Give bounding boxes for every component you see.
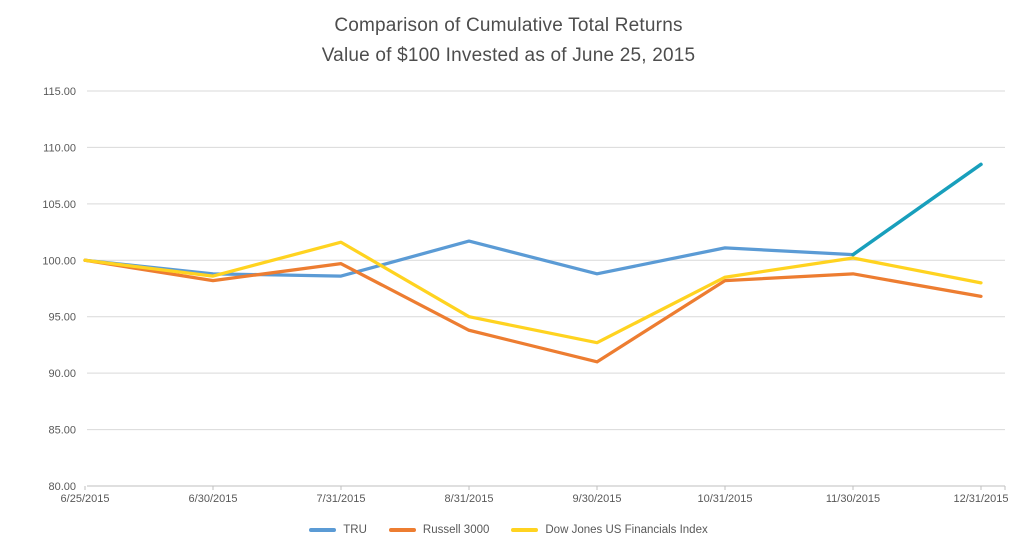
- legend-item-russell-3000: Russell 3000: [388, 524, 490, 536]
- russell-3000-line-swatch-icon: [388, 528, 416, 532]
- x-tick-label: 8/31/2015: [445, 493, 494, 505]
- y-tick-label: 80.00: [48, 481, 76, 493]
- series-line-final-segment: [851, 162, 983, 257]
- series-line-dow-jones-us-financials-index: [83, 240, 983, 345]
- y-tick-label: 110.00: [43, 142, 76, 154]
- x-tick-label: 6/30/2015: [189, 493, 238, 505]
- chart-subtitle: Value of $100 Invested as of June 25, 20…: [321, 45, 696, 66]
- x-tick-label: 7/31/2015: [317, 493, 366, 505]
- legend-label-russell-3000: Russell 3000: [422, 524, 490, 536]
- series-line-tru: [83, 239, 855, 278]
- y-tick-label: 90.00: [48, 368, 76, 380]
- series-line-russell-3000: [83, 258, 983, 364]
- x-tick-label: 9/30/2015: [573, 493, 622, 505]
- tru-line-swatch-icon: [309, 528, 337, 532]
- chart-legend: TRU Russell 3000 Dow Jones US Financials…: [0, 524, 1017, 536]
- x-tick-label: 10/31/2015: [697, 493, 752, 505]
- legend-label-dow-jones: Dow Jones US Financials Index: [545, 524, 708, 536]
- x-tick-label: 11/30/2015: [826, 493, 880, 505]
- y-tick-label: 105.00: [42, 199, 76, 211]
- y-tick-label: 95.00: [48, 312, 76, 324]
- dow-jones-line-swatch-icon: [511, 528, 539, 532]
- x-tick-label: 12/31/2015: [953, 493, 1008, 505]
- legend-item-tru: TRU: [309, 524, 367, 536]
- legend-label-tru: TRU: [343, 524, 367, 536]
- legend-item-dow-jones-us-financials: Dow Jones US Financials Index: [511, 524, 708, 536]
- y-tick-label: 100.00: [42, 255, 76, 267]
- y-tick-label: 115.00: [43, 86, 76, 98]
- x-tick-label: 6/25/2015: [61, 493, 110, 505]
- y-tick-label: 85.00: [48, 425, 76, 437]
- chart-title: Comparison of Cumulative Total Returns: [334, 15, 683, 36]
- chart-title-block: Comparison of Cumulative Total Returns V…: [0, 11, 1017, 71]
